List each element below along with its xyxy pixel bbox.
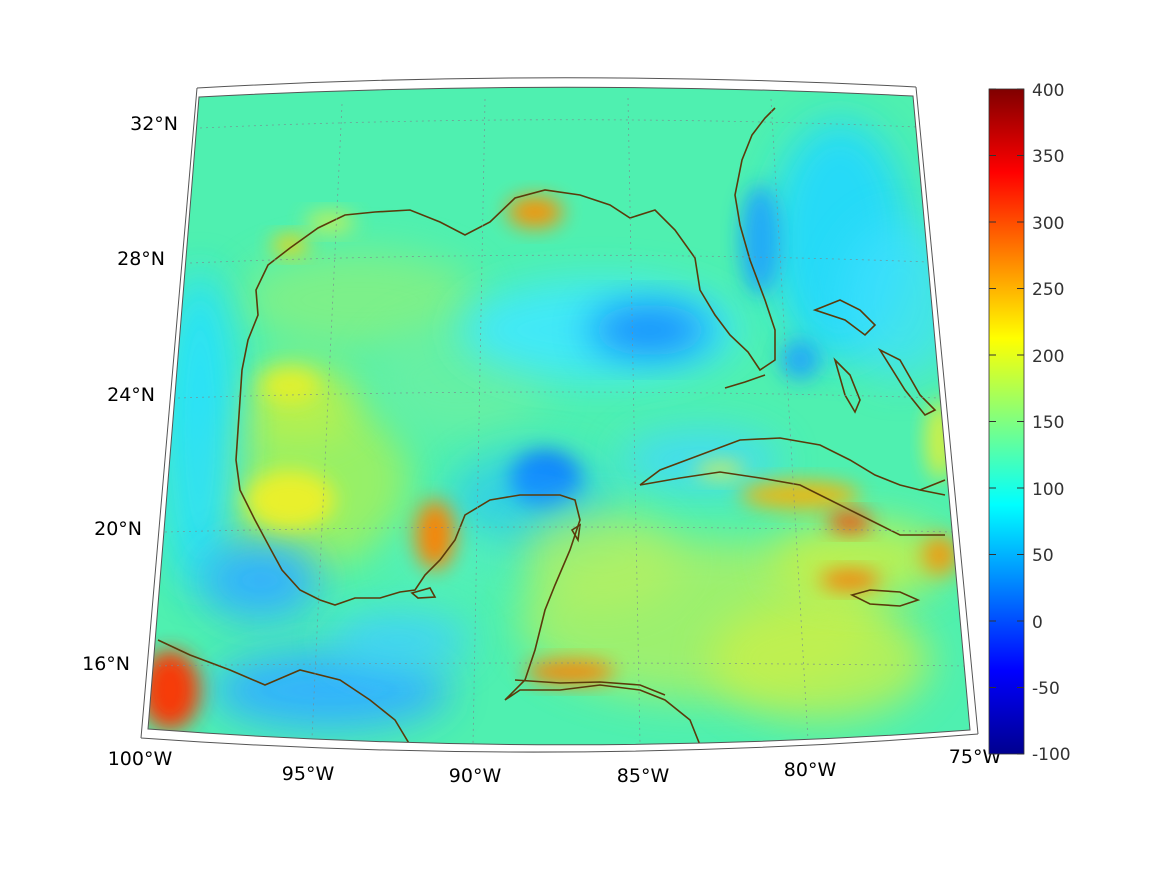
colorbar-labels: 400 350 300 250 200 150 100 50 0 -50 -10…: [1032, 81, 1071, 765]
colorbar-label: 300: [1032, 214, 1064, 234]
lon-label-75w: 75°W: [949, 746, 1002, 768]
colorbar-label: 50: [1032, 546, 1054, 566]
colorbar-label: 350: [1032, 147, 1064, 167]
colorbar-label: 200: [1032, 347, 1064, 367]
colorbar-label: 150: [1032, 413, 1064, 433]
colorbar-label: 250: [1032, 280, 1064, 300]
colorbar: 400 350 300 250 200 150 100 50 0 -50 -10…: [988, 81, 1071, 765]
lon-label-95w: 95°W: [282, 763, 335, 785]
lat-label-28: 28°N: [117, 248, 165, 270]
coastlines: [157, 107, 946, 745]
colorbar-label: -50: [1032, 679, 1060, 699]
graticule-grid: [152, 97, 966, 745]
latitude-labels: 32°N 28°N 24°N 20°N 16°N: [82, 113, 178, 675]
lon-label-100w: 100°W: [108, 748, 173, 770]
colorbar-label: -100: [1032, 745, 1071, 765]
lat-label-32: 32°N: [130, 113, 178, 135]
lat-label-20: 20°N: [94, 518, 142, 540]
lon-label-85w: 85°W: [617, 765, 670, 787]
colorbar-label: 100: [1032, 480, 1064, 500]
lon-label-80w: 80°W: [784, 759, 837, 781]
longitude-labels: 100°W 95°W 90°W 85°W 80°W 75°W: [108, 746, 1002, 787]
lat-label-24: 24°N: [107, 384, 155, 406]
lon-label-90w: 90°W: [449, 765, 502, 787]
data-field-anomalies: [148, 120, 960, 730]
colorbar-ticks: [989, 88, 1024, 755]
colorbar-label: 400: [1032, 81, 1064, 101]
map-panel: [148, 87, 970, 745]
map-frame: [140, 77, 979, 753]
lat-label-16: 16°N: [82, 653, 130, 675]
colorbar-label: 0: [1032, 613, 1043, 633]
